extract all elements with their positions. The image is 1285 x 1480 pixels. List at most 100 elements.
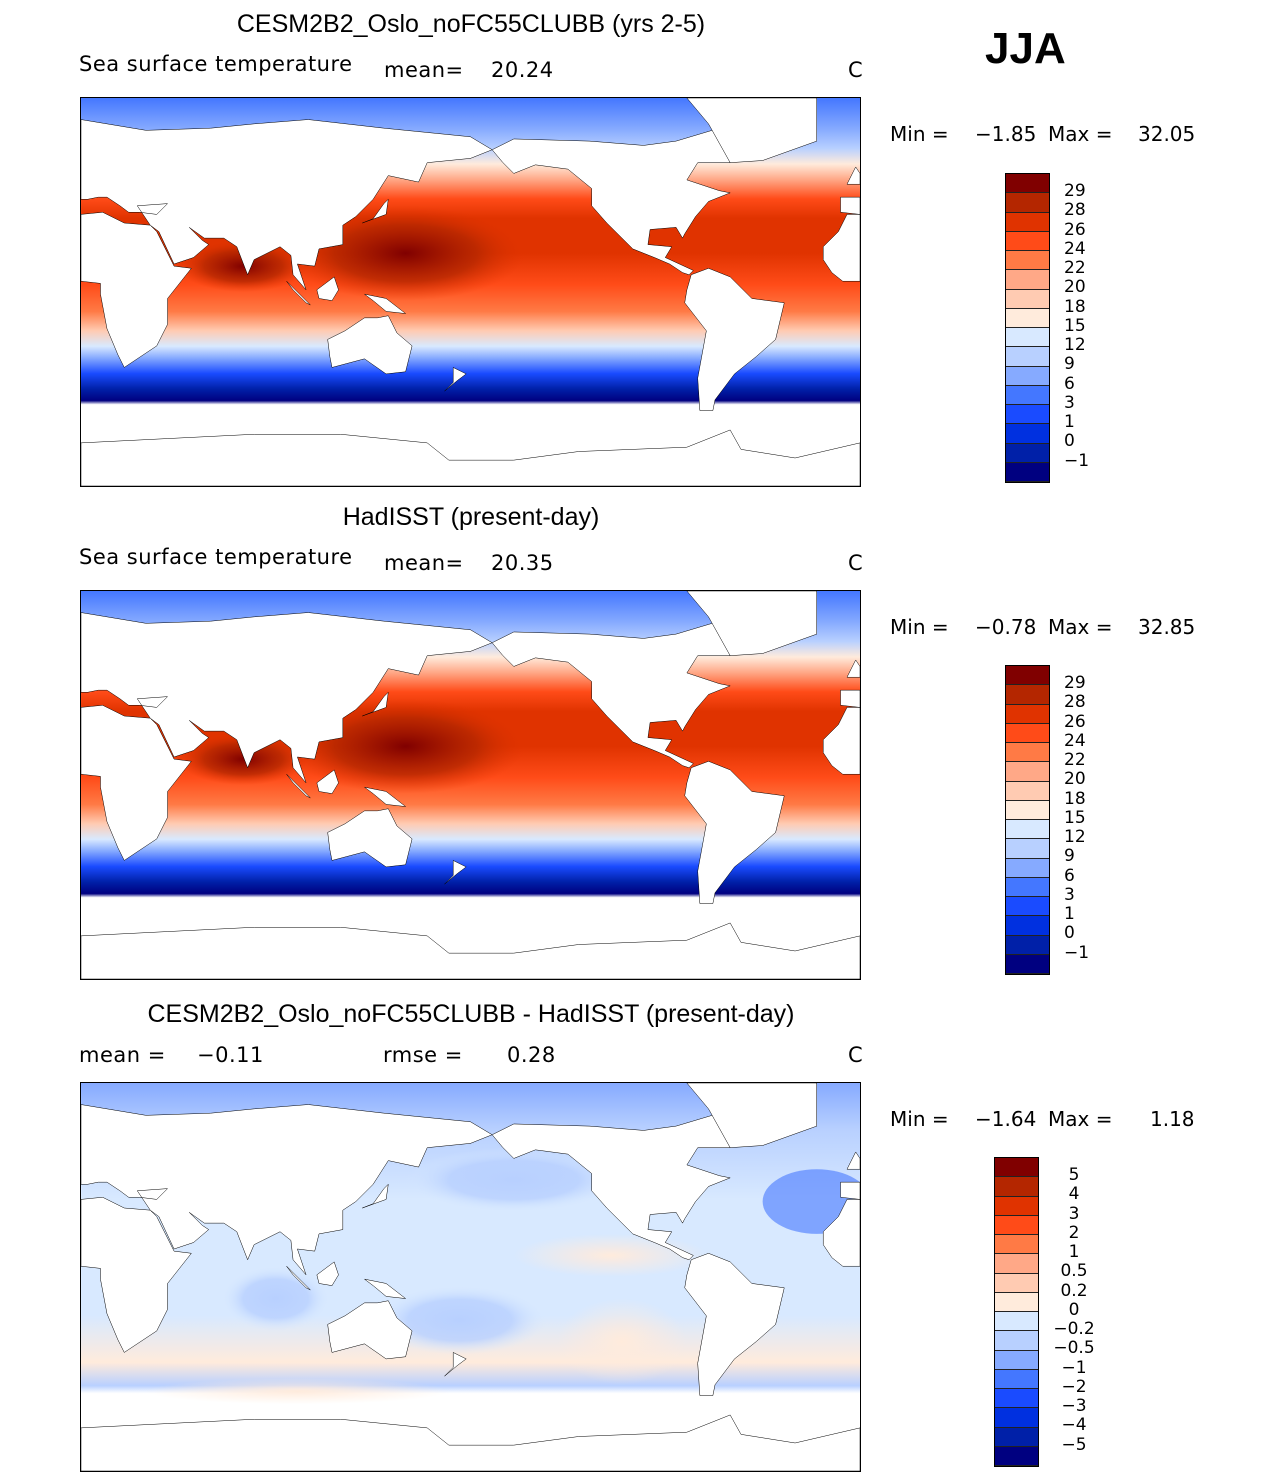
units-label: C — [848, 1043, 864, 1067]
cool-anomaly — [221, 1266, 330, 1331]
colorbar-swatch — [1006, 289, 1049, 309]
warm-anomaly — [145, 1378, 449, 1405]
colorbar-swatch — [1006, 308, 1049, 328]
land-outline — [317, 277, 339, 301]
land-outline — [317, 770, 339, 794]
colorbar-tick-label: 0 — [1064, 923, 1075, 944]
land-outline — [823, 1199, 860, 1266]
colorbar-tick-label: 1 — [1064, 412, 1075, 432]
variable-label: Sea surface temperature — [79, 545, 353, 569]
land-outline — [81, 1197, 191, 1352]
min-label: Min = — [890, 615, 949, 639]
colorbar — [1005, 173, 1050, 483]
colorbar-swatch — [1006, 839, 1049, 859]
colorbar-swatch — [1006, 462, 1049, 482]
colorbar-swatch — [1006, 443, 1049, 463]
panel-title: CESM2B2_Oslo_noFC55CLUBB (yrs 2-5) — [236, 10, 706, 38]
cool-anomaly — [405, 1147, 622, 1213]
colorbar-tick-label: 26 — [1064, 711, 1086, 732]
warm-pool — [286, 698, 525, 794]
warm-pool — [178, 240, 309, 292]
colorbar-tick-label: 18 — [1064, 296, 1086, 317]
colorbar-swatch — [1006, 270, 1049, 290]
colorbar-swatch — [1006, 424, 1049, 444]
sst-map-observed — [80, 590, 861, 980]
land-outline — [328, 809, 412, 867]
colorbar-tick-label: 26 — [1064, 219, 1086, 240]
min-label: Min = — [890, 122, 949, 146]
rmse-value: 0.28 — [507, 1043, 556, 1067]
colorbar-tick-label: −5 — [1061, 1434, 1087, 1455]
colorbar-swatch — [1006, 174, 1049, 194]
land-outline — [364, 294, 405, 313]
colorbar-tick-label: 3 — [1064, 884, 1075, 905]
colorbar-tick-label: 15 — [1064, 807, 1086, 828]
colorbar-swatch — [1006, 685, 1049, 705]
colorbar-swatch — [995, 1273, 1038, 1293]
land-outline — [81, 1105, 492, 1275]
colorbar-swatch — [1006, 405, 1049, 425]
cool-anomaly — [373, 1285, 547, 1355]
land-outline — [287, 1266, 311, 1290]
land-outline — [445, 860, 467, 884]
colorbar-swatch — [1006, 366, 1049, 386]
land-outline — [362, 199, 388, 223]
colorbar-tick-label: 28 — [1064, 200, 1086, 221]
max-label: Max = — [1048, 1107, 1113, 1131]
colorbar-labels: 5 4 3 2 1 0.5 0.2 0 −0.2 −0.5 −1 −2 −3 −4 −5 — [1052, 1165, 1096, 1455]
land-outline — [847, 167, 860, 184]
land-outline — [841, 197, 860, 214]
colorbar-tick-label: 0.2 — [1060, 1280, 1088, 1301]
colorbar-tick-label: −3 — [1061, 1396, 1087, 1416]
colorbar-tick-label: −1 — [1061, 1357, 1087, 1378]
land-outline — [841, 690, 860, 707]
mean-value: 20.24 — [491, 58, 554, 82]
colorbar-tick-label: 9 — [1064, 846, 1075, 867]
land-outline — [81, 705, 191, 860]
max-label: Max = — [1048, 615, 1113, 639]
colorbar-tick-label: 20 — [1064, 277, 1086, 298]
colorbar-swatch — [995, 1408, 1038, 1428]
colorbar-swatch — [1006, 781, 1049, 801]
colorbar-tick-label: 0 — [1064, 431, 1075, 452]
colorbar-tick-label: 4 — [1068, 1184, 1080, 1205]
land-outline — [685, 1253, 785, 1395]
colorbar-labels: 29 28 26 24 22 20 18 15 12 9 6 3 1 0 −1 — [1064, 673, 1089, 963]
colorbar-swatch — [995, 1446, 1038, 1466]
mean-label: mean= — [384, 551, 464, 575]
colorbar-tick-label: 22 — [1064, 258, 1086, 278]
colorbar-swatch — [995, 1427, 1038, 1447]
colorbar-tick-label: 15 — [1064, 315, 1086, 336]
colorbar-swatch — [1006, 800, 1049, 820]
rmse-label: rmse = — [383, 1043, 463, 1067]
colorbar-tick-label: 6 — [1064, 373, 1075, 394]
colorbar-tick-label: 9 — [1064, 354, 1075, 375]
sst-map-model — [80, 97, 861, 487]
colorbar-tick-label: −1 — [1064, 450, 1090, 471]
colorbar-swatch — [995, 1292, 1038, 1312]
colorbar-tick-label: 22 — [1064, 750, 1086, 770]
colorbar-swatch — [1006, 820, 1049, 840]
colorbar-swatch — [1006, 935, 1049, 955]
colorbar-swatch — [1006, 723, 1049, 743]
land-outline — [287, 774, 311, 798]
land-outline — [81, 613, 492, 783]
units-label: C — [848, 551, 864, 575]
colorbar-swatch — [1006, 877, 1049, 897]
colorbar-tick-label: 18 — [1064, 788, 1086, 809]
warm-pool — [286, 205, 525, 301]
colorbar-tick-label: 0.5 — [1060, 1261, 1088, 1282]
colorbar-tick-label: 28 — [1064, 692, 1086, 713]
colorbar-swatch — [1006, 328, 1049, 348]
colorbar-swatch — [1006, 212, 1049, 232]
colorbar-tick-label: 6 — [1064, 865, 1075, 886]
colorbar-tick-label: −0.2 — [1053, 1319, 1095, 1339]
colorbar-swatch — [995, 1389, 1038, 1409]
colorbar — [994, 1157, 1039, 1467]
land-outline — [823, 707, 860, 774]
land-outline — [823, 214, 860, 281]
panel-title: CESM2B2_Oslo_noFC55CLUBB - HadISST (pres… — [147, 1000, 795, 1028]
colorbar-swatch — [1006, 231, 1049, 251]
max-value: 32.05 — [1138, 122, 1196, 146]
colorbar-tick-label: 3 — [1064, 392, 1075, 413]
